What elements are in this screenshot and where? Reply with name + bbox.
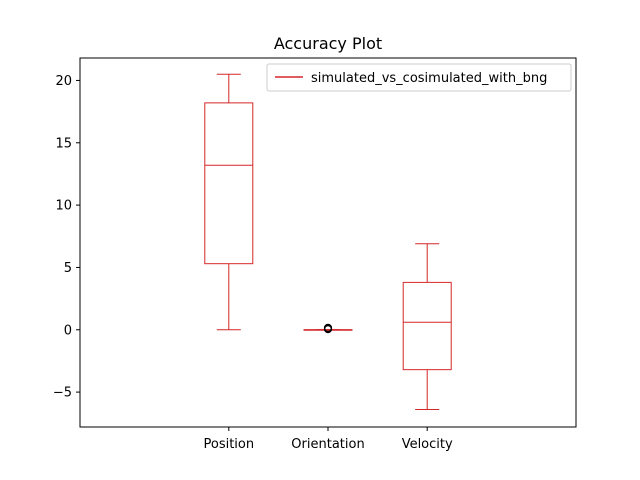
legend-frame <box>266 63 572 92</box>
box-iqr <box>204 102 254 265</box>
box-position <box>204 73 254 331</box>
outlier-point <box>323 323 333 332</box>
x-axis: Position Orientation Velocity <box>203 427 453 452</box>
legend: simulated_vs_cosimulated_with_bng <box>266 63 572 92</box>
box-orientation <box>303 323 353 334</box>
y-tick-label: 20 <box>55 74 72 89</box>
box-series <box>204 73 452 411</box>
box-iqr <box>402 281 452 371</box>
y-tick-label: 15 <box>55 136 72 151</box>
box-velocity <box>402 243 452 411</box>
y-tick-label: 0 <box>64 323 72 338</box>
x-tick-label: Velocity <box>402 437 453 452</box>
y-tick-label: −5 <box>53 386 72 401</box>
x-tick-label: Position <box>203 437 254 452</box>
y-axis: −5 0 5 10 15 20 <box>53 74 80 401</box>
y-tick-label: 5 <box>64 261 72 276</box>
legend-label: simulated_vs_cosimulated_with_bng <box>311 71 547 86</box>
y-tick-label: 10 <box>55 199 72 214</box>
chart-title: Accuracy Plot <box>274 34 382 53</box>
x-tick-label: Orientation <box>291 437 364 452</box>
